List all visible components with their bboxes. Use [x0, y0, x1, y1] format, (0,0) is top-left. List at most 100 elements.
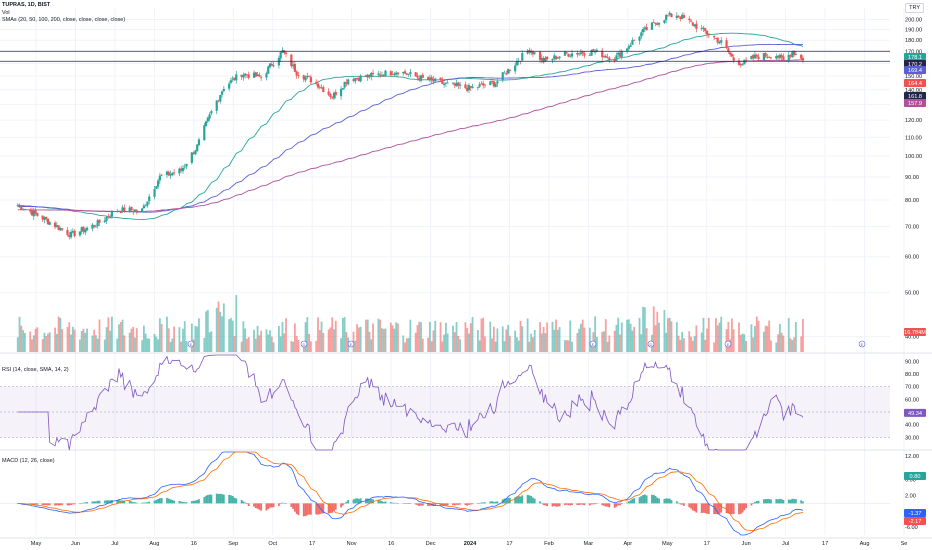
macd-histogram-bar [198, 499, 200, 504]
volume-bar [157, 339, 160, 352]
volume-bar [427, 337, 430, 352]
volume-bar [704, 339, 707, 352]
candle-body [157, 180, 160, 187]
volume-bar [395, 322, 398, 352]
volume-bar [407, 337, 410, 352]
volume-bar [421, 338, 424, 352]
volume-bar [334, 320, 337, 352]
macd-tick-label: 2.00 [905, 493, 916, 499]
volume-bar [185, 341, 188, 352]
candle-body [652, 22, 655, 24]
volume-bar [203, 337, 206, 352]
candle-body [61, 228, 64, 230]
macd-histogram-bar [638, 497, 641, 504]
volume-bar [96, 338, 99, 352]
macd-histogram-bar [480, 502, 483, 504]
macd-histogram-bar [368, 499, 371, 504]
volume-bar [544, 333, 547, 352]
event-marker-label: E [727, 342, 730, 347]
macd-histogram-bar [265, 503, 268, 511]
macd-histogram-bar [455, 503, 458, 505]
candle-body [409, 72, 412, 75]
macd-histogram-bar [171, 499, 174, 504]
volume-bar [643, 307, 646, 352]
macd-histogram-bar [70, 503, 72, 505]
macd-histogram-bar [503, 498, 506, 504]
candle-body [594, 51, 597, 53]
macd-histogram-bar [791, 498, 794, 504]
macd-histogram-bar [192, 500, 195, 504]
price-badge-bg [904, 66, 926, 74]
event-marker-icon [858, 340, 866, 348]
macd-histogram-bar [604, 503, 607, 507]
candle-body [332, 92, 336, 99]
candle-body [620, 51, 623, 57]
candle-body [132, 211, 135, 213]
volume-bar [718, 322, 721, 352]
candle-body [93, 224, 96, 227]
macd-histogram-bar [318, 503, 321, 515]
rsi-tick-label: 60.00 [905, 397, 919, 403]
macd-histogram-bar [169, 499, 172, 504]
macd-histogram-bar [182, 501, 184, 504]
volume-bar [667, 318, 669, 352]
sma-50-line [17, 32, 804, 220]
macd-histogram-bar [98, 500, 101, 504]
volume-bar [222, 303, 225, 352]
volume-bar [594, 316, 597, 352]
candle-body [229, 80, 233, 83]
candle-body [569, 55, 572, 57]
volume-bar [345, 332, 348, 352]
candle-body [753, 54, 757, 59]
volume-bar [253, 329, 255, 352]
event-marker-label: E [350, 342, 353, 347]
macd-pane [0, 451, 890, 536]
candle-body [29, 209, 32, 212]
volume-bar [327, 329, 330, 352]
candle-body [316, 83, 320, 88]
candle-body [602, 55, 606, 57]
candle-body [110, 211, 114, 217]
candle-body [183, 166, 186, 168]
macd-histogram-bar [629, 500, 632, 504]
candle-body [681, 14, 684, 19]
volume-bar [80, 330, 83, 352]
x-tick-label: 17 [309, 541, 315, 547]
macd-histogram-bar [247, 503, 250, 506]
volume-bar [221, 316, 223, 352]
volume-bar [484, 336, 486, 352]
rsi-line [17, 354, 804, 451]
macd-histogram-bar [677, 502, 680, 504]
candle-body [69, 231, 73, 238]
candle-body [506, 69, 510, 74]
volume-bar [66, 327, 69, 352]
candle-body [750, 55, 753, 60]
volume-bar [404, 342, 406, 352]
volume-bar [55, 333, 58, 352]
macd-histogram-bar [457, 503, 460, 505]
macd-histogram-bar [802, 501, 804, 504]
candle-body [554, 56, 558, 60]
volume-bar [354, 340, 357, 352]
candle-body [526, 50, 529, 54]
currency-label[interactable]: TRY [905, 3, 924, 13]
macd-histogram-bar [142, 502, 145, 504]
candle-body [66, 230, 69, 236]
macd-histogram-bar [308, 503, 311, 515]
macd-histogram-bar [203, 497, 206, 504]
candle-body [55, 225, 58, 228]
volume-bar [532, 337, 534, 352]
macd-histogram-bar [79, 503, 81, 504]
macd-histogram-bar [683, 503, 685, 506]
price-tick-label: 120.00 [905, 118, 922, 124]
candle-body [457, 82, 460, 86]
macd-histogram-bar [389, 502, 392, 504]
volume-bar [246, 338, 248, 352]
macd-histogram-bar [84, 502, 87, 504]
macd-histogram-bar [173, 500, 175, 504]
volume-bar [453, 332, 456, 352]
volume-bar [441, 341, 444, 352]
volume-bar [366, 319, 369, 352]
candle-body [284, 52, 288, 54]
